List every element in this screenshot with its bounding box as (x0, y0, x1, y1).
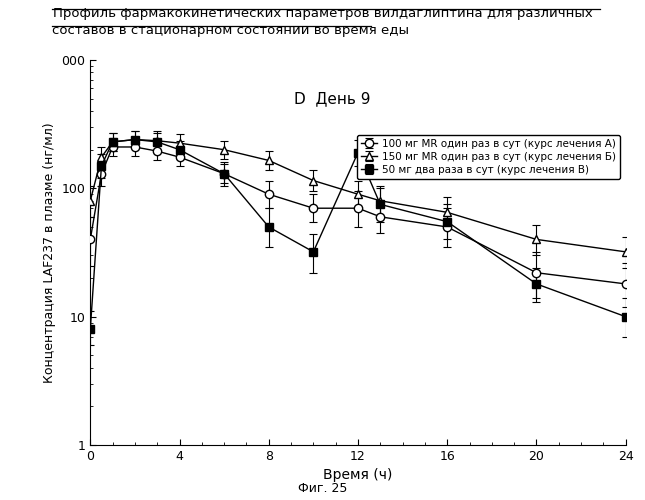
Legend: 100 мг MR один раз в сут (курс лечения А), 150 мг MR один раз в сут (курс лечени: 100 мг MR один раз в сут (курс лечения А… (357, 134, 620, 179)
Text: D  День 9: D День 9 (293, 91, 370, 106)
Text: составов в стационарном состоянии во время еды: составов в стационарном состоянии во вре… (52, 24, 408, 37)
X-axis label: Время (ч): Время (ч) (323, 468, 393, 482)
Y-axis label: Концентрация LAF237 в плазме (нг/мл): Концентрация LAF237 в плазме (нг/мл) (43, 122, 56, 383)
Text: Профиль фармакокинетических параметров вилдаглиптина для различных: Профиль фармакокинетических параметров в… (53, 8, 592, 20)
Text: Фиг. 25: Фиг. 25 (298, 482, 347, 495)
